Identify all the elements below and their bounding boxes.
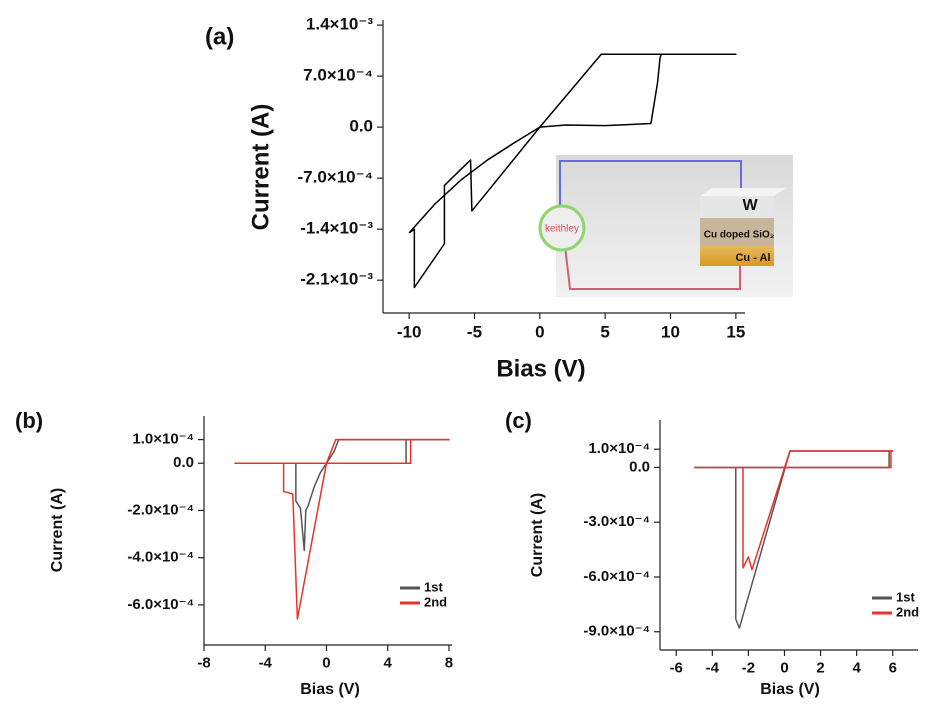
- x-tick-label: -10: [397, 322, 422, 341]
- x-tick-label: 0: [780, 659, 788, 676]
- data-line: [694, 450, 894, 629]
- y-tick-label: -7.0×10⁻⁴: [297, 168, 373, 187]
- panel-label: (b): [15, 408, 43, 433]
- x-tick-label: 6: [889, 659, 897, 676]
- panel-label: (c): [505, 408, 532, 433]
- electrode-cu: [700, 246, 774, 266]
- device-inset: keithley W Cu doped SiO₂ Cu - Al: [234, 53, 894, 629]
- y-tick-label: 1.0×10⁻⁴: [588, 440, 650, 457]
- inset-label: Cu - Al: [735, 252, 770, 264]
- y-tick-label: -4.0×10⁻⁴: [127, 549, 194, 566]
- x-tick-label: 15: [726, 322, 745, 341]
- electrode-top: [700, 188, 786, 196]
- data-line: [234, 438, 450, 552]
- data-line: [408, 53, 737, 289]
- x-tick-label: 4: [852, 659, 861, 676]
- inset-label: keithley: [545, 224, 579, 235]
- x-tick-label: 0: [535, 322, 544, 341]
- keithley-symbol: [538, 204, 586, 252]
- y-tick-label: 0.0: [349, 117, 373, 136]
- inset-label: Cu doped SiO₂: [704, 230, 775, 241]
- y-tick-label: -6.0×10⁻⁴: [583, 568, 650, 585]
- x-tick-label: 8: [445, 654, 453, 671]
- x-axis-label: Bias (V): [760, 681, 820, 698]
- x-tick-label: 4: [384, 654, 393, 671]
- x-tick-label: 5: [600, 322, 609, 341]
- legend-label: 2nd: [424, 594, 447, 609]
- x-tick-label: -2: [742, 659, 755, 676]
- y-axis-label: Current (A): [247, 104, 274, 231]
- y-tick-label: 0.0: [173, 454, 194, 471]
- y-tick-label: 0.0: [629, 458, 650, 475]
- data-line: [694, 450, 894, 571]
- y-tick-label: -3.0×10⁻⁴: [583, 513, 650, 530]
- x-axis-label: Bias (V): [300, 681, 360, 698]
- y-tick-label: 1.4×10⁻³: [306, 15, 373, 34]
- switching-layer: [700, 218, 774, 246]
- x-tick-label: -4: [706, 659, 720, 676]
- y-tick-label: -1.4×10⁻³: [300, 219, 373, 238]
- y-tick-label: -2.1×10⁻³: [300, 270, 373, 289]
- y-tick-label: -6.0×10⁻⁴: [127, 596, 194, 613]
- legend-label: 2nd: [896, 604, 919, 619]
- x-tick-label: 0: [322, 654, 330, 671]
- y-axis-label: Current (A): [529, 493, 546, 577]
- y-tick-label: -9.0×10⁻⁴: [583, 623, 650, 640]
- y-axis-label: Current (A): [49, 488, 66, 572]
- inset-label: W: [742, 197, 758, 214]
- x-tick-label: -8: [197, 654, 210, 671]
- y-tick-label: -2.0×10⁻⁴: [127, 501, 194, 518]
- x-tick-label: 10: [661, 322, 680, 341]
- x-tick-label: -5: [467, 322, 482, 341]
- wire-top: [559, 160, 742, 228]
- y-tick-label: 1.0×10⁻⁴: [132, 431, 194, 448]
- x-tick-label: -4: [259, 654, 273, 671]
- legend-label: 1st: [424, 579, 443, 594]
- x-tick-label: -6: [670, 659, 683, 676]
- legend-label: 1st: [896, 589, 915, 604]
- x-axis-label: Bias (V): [496, 355, 585, 382]
- y-tick-label: 7.0×10⁻⁴: [303, 66, 373, 85]
- panel-label: (a): [205, 23, 234, 50]
- electrode-w: [700, 196, 774, 218]
- wire-bottom: [564, 245, 741, 290]
- x-tick-label: 2: [816, 659, 824, 676]
- data-line: [234, 438, 450, 620]
